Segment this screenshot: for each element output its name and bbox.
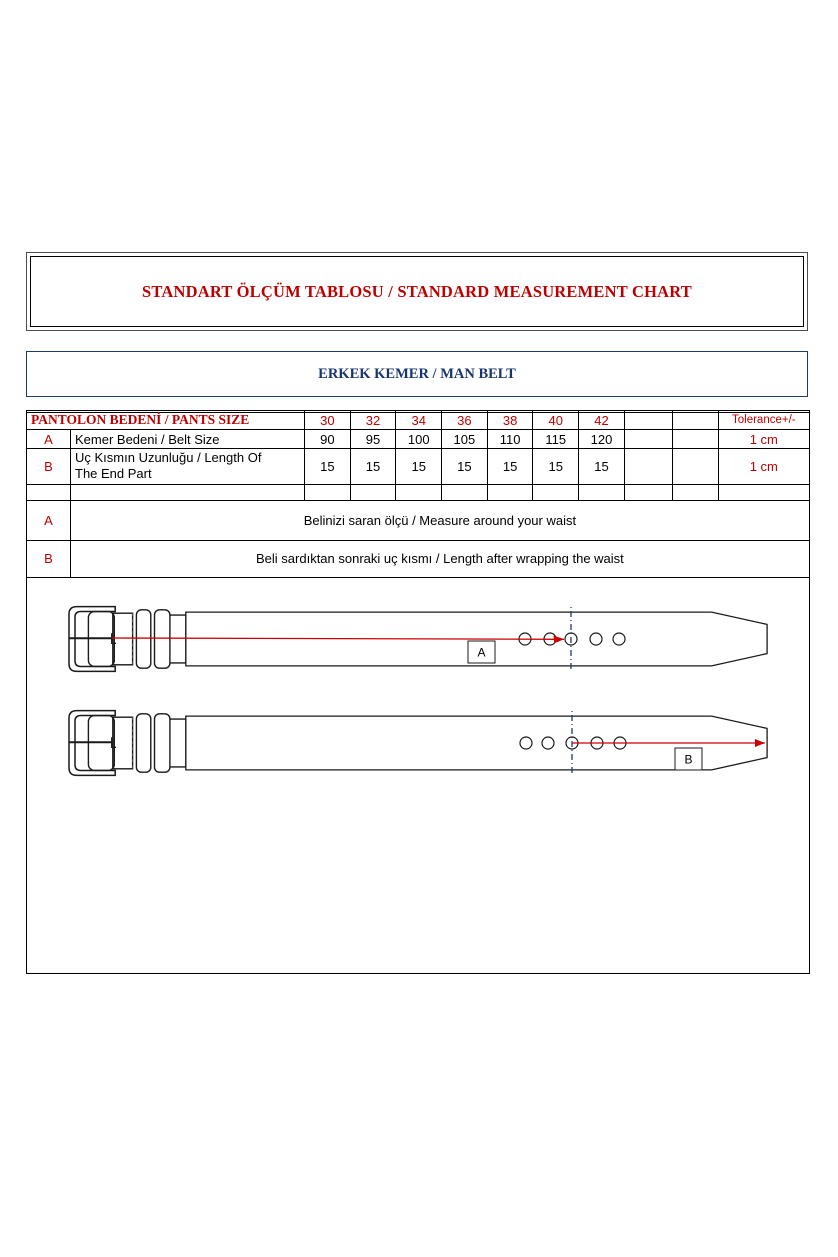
svg-text:A: A	[477, 646, 485, 660]
svg-text:B: B	[684, 753, 692, 767]
